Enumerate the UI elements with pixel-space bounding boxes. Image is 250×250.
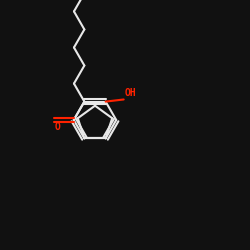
Text: O: O — [55, 122, 61, 132]
Text: OH: OH — [125, 88, 137, 98]
